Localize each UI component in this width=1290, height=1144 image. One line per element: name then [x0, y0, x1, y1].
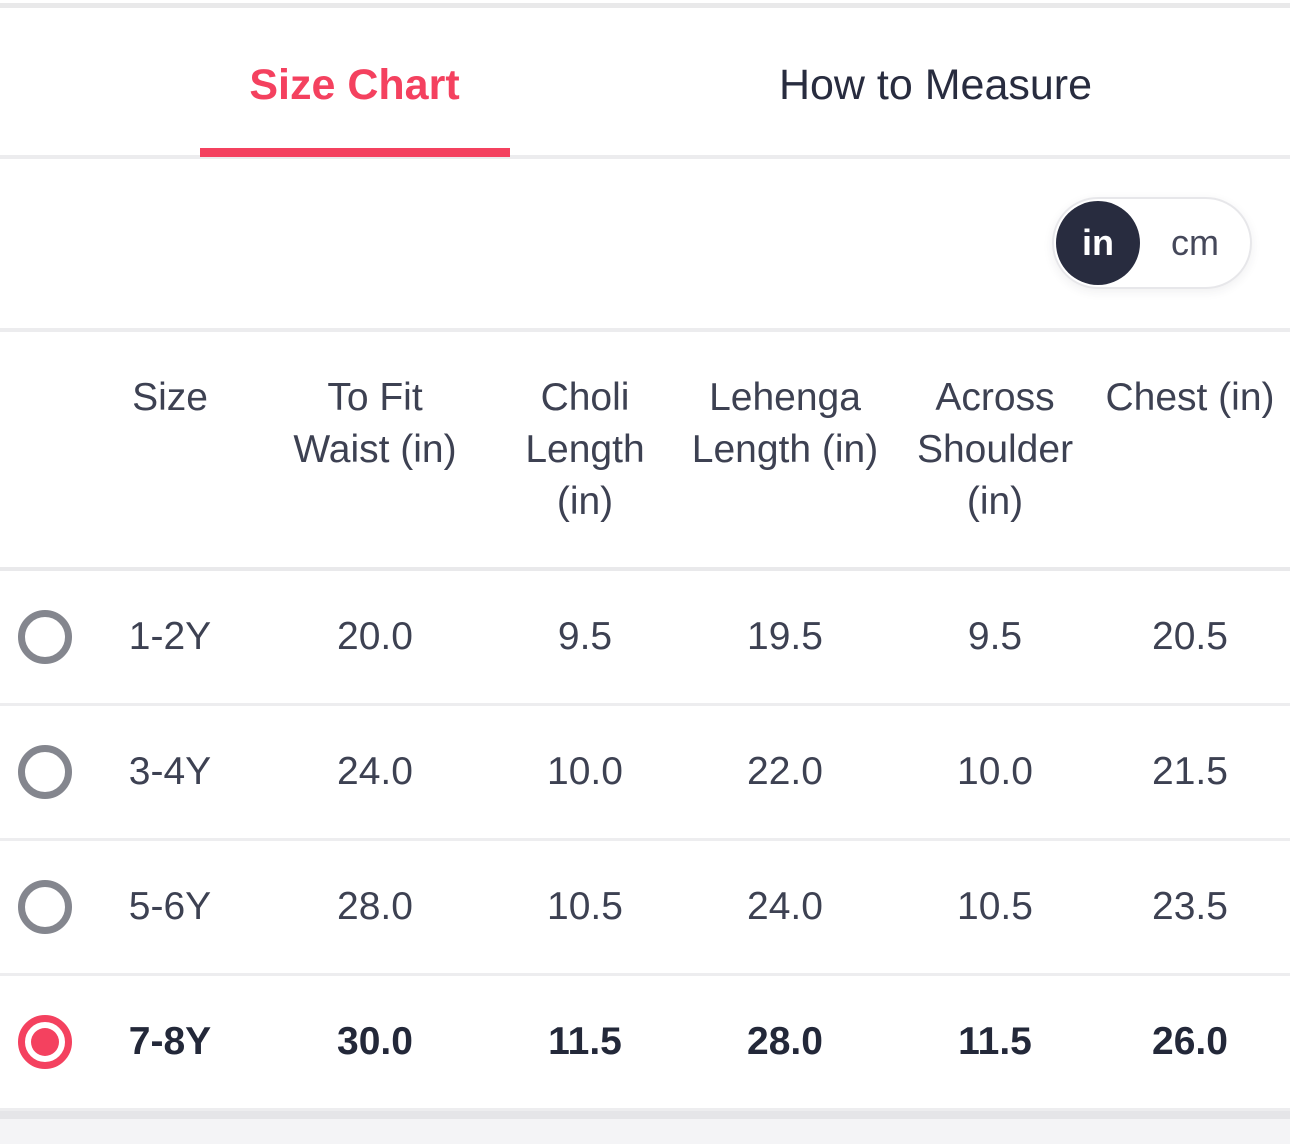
column-header-chest: Chest (in): [1105, 376, 1275, 419]
tab-how-to-measure[interactable]: How to Measure: [645, 16, 1226, 155]
cell-to-fit-waist: 20.0: [337, 615, 413, 658]
cell-choli-length: 10.5: [547, 885, 623, 928]
column-header-to-fit-waist: To Fit Waist (in): [293, 376, 457, 471]
active-tab-underline: [199, 148, 510, 157]
cell-choli-length: 10.0: [547, 750, 623, 793]
cell-chest: 21.5: [1152, 750, 1228, 793]
unit-cm-option[interactable]: cm: [1171, 222, 1219, 263]
tab-how-to-measure-label: How to Measure: [778, 61, 1093, 109]
table-row[interactable]: 1-2Y 20.0 9.5 19.5 9.5 20.5: [0, 571, 1290, 706]
cell-size: 7-8Y: [128, 1020, 212, 1063]
table-row[interactable]: 5-6Y 28.0 10.5 24.0 10.5 23.5: [0, 841, 1290, 976]
cell-lehenga-length: 19.5: [747, 615, 823, 658]
cell-choli-length: 11.5: [548, 1020, 622, 1063]
column-header-lehenga-length: Lehenga Length (in): [691, 376, 879, 471]
cell-chest: 23.5: [1152, 885, 1228, 928]
cell-size: 3-4Y: [128, 750, 212, 793]
cell-across-shoulder: 9.5: [967, 615, 1023, 658]
size-radio[interactable]: [18, 610, 72, 664]
unit-toggle-section: in cm: [0, 159, 1290, 332]
cell-size: 5-6Y: [128, 885, 212, 928]
table-row[interactable]: 3-4Y 24.0 10.0 22.0 10.0 21.5: [0, 706, 1290, 841]
cell-chest: 20.5: [1152, 615, 1228, 658]
cell-to-fit-waist: 30.0: [337, 1020, 413, 1063]
cell-lehenga-length: 22.0: [747, 750, 823, 793]
tab-size-chart[interactable]: Size Chart: [64, 16, 645, 157]
tab-size-chart-label: Size Chart: [249, 61, 460, 109]
cell-across-shoulder: 10.0: [957, 750, 1033, 793]
top-divider: [0, 3, 1290, 8]
column-header-radio: [0, 372, 90, 528]
cell-chest: 26.0: [1152, 1020, 1228, 1063]
cell-choli-length: 9.5: [557, 615, 613, 658]
size-radio[interactable]: [18, 1015, 72, 1069]
unit-in-option[interactable]: in: [1056, 201, 1140, 285]
cell-lehenga-length: 24.0: [747, 885, 823, 928]
unit-toggle[interactable]: in cm: [1052, 197, 1252, 289]
cell-to-fit-waist: 24.0: [337, 750, 413, 793]
cell-across-shoulder: 11.5: [958, 1020, 1032, 1063]
size-radio[interactable]: [18, 880, 72, 934]
table-row[interactable]: 7-8Y 30.0 11.5 28.0 11.5 26.0: [0, 976, 1290, 1111]
column-header-size: Size: [132, 376, 208, 419]
tab-bar: Size Chart How to Measure: [0, 8, 1290, 159]
table-header-row: Size To Fit Waist (in) Choli Length (in)…: [0, 332, 1290, 571]
column-header-choli-length: Choli Length (in): [525, 376, 645, 523]
bottom-section-divider: [0, 1111, 1290, 1144]
cell-across-shoulder: 10.5: [957, 885, 1033, 928]
size-radio[interactable]: [18, 745, 72, 799]
cell-size: 1-2Y: [128, 615, 212, 658]
cell-lehenga-length: 28.0: [747, 1020, 823, 1063]
column-header-across-shoulder: Across Shoulder (in): [916, 376, 1074, 523]
cell-to-fit-waist: 28.0: [337, 885, 413, 928]
